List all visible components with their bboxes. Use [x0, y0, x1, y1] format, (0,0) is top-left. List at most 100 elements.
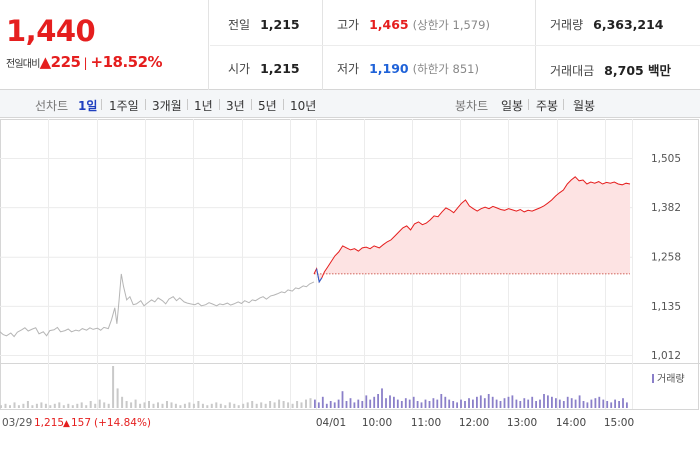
- today-area-fill: [314, 176, 630, 282]
- volume-bar: [381, 388, 383, 408]
- volume-bar: [610, 402, 613, 408]
- intraday-chart: 1,505 1,382 1,258 1,135 1,012 04/01 10:00 11:0…: [0, 119, 700, 450]
- volume-bar: [130, 402, 133, 408]
- line-chart-label: 선차트: [35, 99, 69, 113]
- volume-bar: [255, 403, 258, 408]
- tab-3month[interactable]: 3개월: [152, 99, 182, 113]
- volume-bar: [242, 403, 245, 408]
- tab-separator: [187, 99, 188, 110]
- volume-bar: [157, 402, 159, 408]
- volume-bar: [333, 402, 336, 408]
- volume-bar: [527, 399, 530, 408]
- volume-bar: [179, 405, 182, 408]
- low-price: 저가 1,190 (하한가 851): [337, 61, 479, 76]
- volume-bar: [345, 401, 348, 408]
- volume-bar: [594, 398, 597, 408]
- volume-legend: 거래량: [652, 373, 685, 385]
- x-tick-label: 12:00: [459, 417, 489, 429]
- volume-bar: [558, 399, 561, 408]
- prev-day-change: 157: [71, 417, 91, 429]
- tab-1day[interactable]: 1일: [78, 99, 98, 113]
- tab-separator: [251, 99, 252, 110]
- volume-bar: [9, 405, 11, 408]
- volume-bar: [562, 401, 565, 408]
- volume-bar: [566, 396, 569, 408]
- volume-bar: [219, 403, 222, 408]
- volume-bar: [291, 403, 294, 408]
- volume-bar: [570, 398, 573, 408]
- high-price: 고가 1,465 (상한가 1,579): [337, 17, 490, 32]
- volume-bar: [116, 388, 119, 408]
- volume-bar: [452, 401, 455, 408]
- tab-3year[interactable]: 3년: [226, 99, 245, 113]
- volume-bar: [436, 399, 439, 408]
- volume-bar: [531, 396, 534, 408]
- x-tick-label: 14:00: [556, 417, 586, 429]
- tab-separator: [219, 99, 220, 110]
- tab-monthly-candle[interactable]: 월봉: [573, 99, 596, 113]
- volume-bar: [598, 396, 601, 408]
- prev-day-percent: (+14.84%): [94, 417, 151, 429]
- row-divider: [210, 45, 700, 46]
- volume-bar: [404, 398, 407, 408]
- volume-bar: [166, 401, 168, 408]
- change-percent: +18.52%: [90, 53, 163, 71]
- tab-weekly-candle[interactable]: 주봉: [536, 99, 559, 113]
- volume-bar: [260, 402, 263, 408]
- tab-1week[interactable]: 1주일: [109, 99, 139, 113]
- volume-bar: [35, 403, 38, 408]
- volume-bar: [67, 403, 70, 408]
- y-tick-label: 1,382: [651, 202, 681, 214]
- volume-bar: [622, 398, 624, 408]
- volume-bar: [71, 405, 74, 408]
- volume-bar: [264, 403, 267, 408]
- volume-bar: [49, 405, 52, 408]
- volume-bar: [278, 399, 281, 408]
- tab-daily-candle[interactable]: 일봉: [501, 99, 524, 113]
- y-tick-label: 1,505: [651, 153, 681, 165]
- tab-1year[interactable]: 1년: [194, 99, 213, 113]
- volume-bar: [400, 401, 403, 408]
- tab-separator: [283, 99, 284, 110]
- volume-bar: [377, 394, 379, 408]
- volume-bar: [26, 401, 29, 408]
- volume-bar: [479, 395, 482, 408]
- chart-border: [0, 119, 699, 410]
- volume-bar: [424, 399, 427, 408]
- volume-bar: [170, 402, 173, 408]
- volume-bar: [440, 394, 443, 408]
- volume-bar: [103, 402, 106, 408]
- volume-bar: [282, 401, 285, 408]
- up-arrow-icon: ▲: [39, 53, 52, 71]
- tab-5year[interactable]: 5년: [258, 99, 277, 113]
- tab-separator: [101, 99, 102, 110]
- volume-bar: [31, 405, 34, 408]
- volume-bar: [626, 402, 628, 408]
- volume-bar: [353, 402, 356, 408]
- y-tick-label: 1,258: [651, 252, 681, 264]
- volume-bar: [393, 396, 395, 408]
- volume-bar: [329, 401, 332, 408]
- volume-bar: [606, 401, 609, 408]
- volume-bar: [365, 395, 368, 408]
- volume-bar: [476, 396, 478, 408]
- volume-bar: [4, 403, 7, 408]
- y-tick-label: 1,135: [651, 301, 681, 313]
- today-line: [313, 176, 631, 284]
- volume-bar: [432, 398, 435, 408]
- volume: 거래량 6,363,214: [550, 17, 664, 32]
- x-tick-label: 11:00: [411, 417, 441, 429]
- today-down-segment: [316, 268, 323, 284]
- tab-10year[interactable]: 10년: [290, 99, 317, 113]
- volume-bar: [385, 398, 387, 408]
- volume-bar: [107, 403, 110, 408]
- volume-bar: [373, 396, 376, 408]
- change-label: 전일대비: [6, 59, 40, 70]
- volume-bar: [237, 405, 240, 408]
- volume-bar: [535, 401, 537, 408]
- volume-bar: [224, 405, 227, 408]
- volume-bar: [511, 395, 514, 408]
- volume-bar: [94, 403, 97, 408]
- volume-bar: [337, 399, 340, 408]
- volume-bar: [487, 394, 490, 408]
